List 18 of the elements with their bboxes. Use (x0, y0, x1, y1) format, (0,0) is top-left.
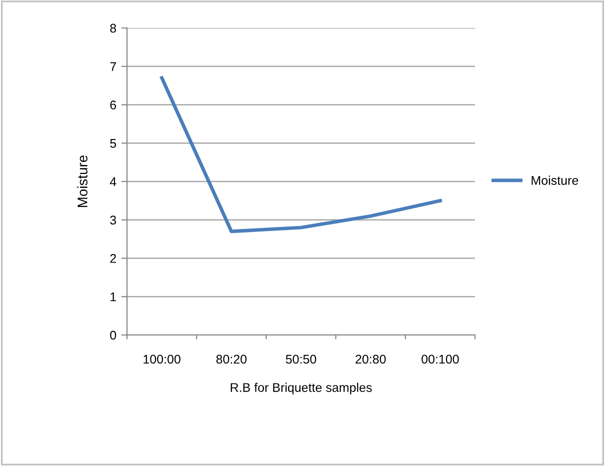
y-tick-label: 4 (110, 177, 116, 186)
y-tick-label: 1 (110, 292, 116, 302)
y-tick-label: 7 (110, 62, 116, 71)
line-series (160, 76, 442, 234)
y-axis-title: Moisture (77, 155, 88, 207)
x-tick-label: 50:50 (286, 354, 316, 364)
y-tick-label: 2 (110, 254, 116, 263)
x-axis-title: R.B for Briquette samples (230, 382, 372, 394)
y-tick-label: 8 (110, 24, 116, 33)
y-tick-label: 0 (110, 330, 116, 340)
y-tick-label: 3 (110, 216, 116, 225)
x-tick-label: 20:80 (356, 354, 386, 364)
x-tick-label: 00:100 (422, 354, 459, 364)
y-tick-label: 6 (110, 100, 116, 110)
y-tick-label: 5 (110, 139, 116, 148)
legend-label: Moisture (532, 176, 578, 185)
x-tick-label: 80:20 (216, 354, 247, 364)
x-tick-label: 100:00 (144, 354, 180, 364)
